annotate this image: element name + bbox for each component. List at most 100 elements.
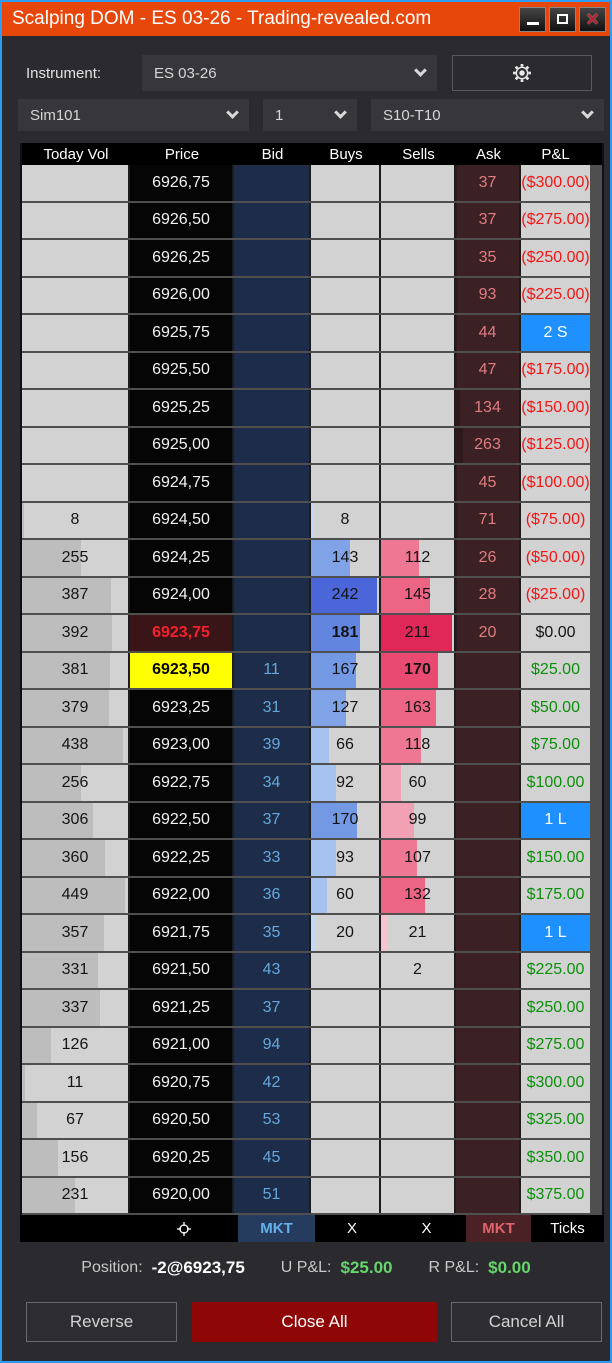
buys-cell[interactable]: 143: [311, 540, 381, 576]
sells-cell[interactable]: [381, 240, 456, 276]
buys-cell[interactable]: [311, 1177, 381, 1213]
sells-cell[interactable]: 112: [381, 540, 456, 576]
buys-cell[interactable]: [311, 240, 381, 276]
account-select[interactable]: Sim101: [18, 99, 249, 131]
buys-cell[interactable]: 167: [311, 652, 381, 688]
bid-cell[interactable]: [234, 577, 311, 613]
ask-cell[interactable]: [456, 802, 521, 838]
buys-cell[interactable]: [311, 277, 381, 313]
quantity-select[interactable]: 1: [263, 99, 357, 131]
buys-cell[interactable]: 127: [311, 690, 381, 726]
sells-cell[interactable]: [381, 1027, 456, 1063]
center-ladder-button[interactable]: [132, 1215, 236, 1242]
ask-cell[interactable]: [456, 727, 521, 763]
buys-cell[interactable]: 93: [311, 840, 381, 876]
ask-cell[interactable]: [456, 1065, 521, 1101]
ask-cell[interactable]: [456, 690, 521, 726]
ask-cell[interactable]: [456, 1102, 521, 1138]
ask-cell[interactable]: [456, 652, 521, 688]
ask-cell[interactable]: 47: [456, 352, 521, 388]
sells-cell[interactable]: [381, 165, 456, 201]
reverse-button[interactable]: Reverse: [26, 1302, 177, 1342]
bid-cell[interactable]: 35: [234, 915, 311, 951]
ask-cell[interactable]: 35: [456, 240, 521, 276]
buys-cell[interactable]: 170: [311, 802, 381, 838]
buys-cell[interactable]: 181: [311, 615, 381, 651]
ask-cell[interactable]: 37: [456, 165, 521, 201]
bid-cell[interactable]: [234, 615, 311, 651]
sells-cell[interactable]: [381, 277, 456, 313]
bid-cell[interactable]: [234, 165, 311, 201]
buy-market-button[interactable]: MKT: [238, 1215, 315, 1242]
sells-cell[interactable]: [381, 315, 456, 351]
bid-cell[interactable]: [234, 240, 311, 276]
sells-cell[interactable]: [381, 427, 456, 463]
close-all-button[interactable]: Close All: [192, 1302, 437, 1342]
bid-cell[interactable]: 37: [234, 802, 311, 838]
bid-cell[interactable]: [234, 390, 311, 426]
buys-cell[interactable]: [311, 1140, 381, 1176]
strategy-select[interactable]: S10-T10: [371, 99, 604, 131]
buys-cell[interactable]: [311, 315, 381, 351]
minimize-button[interactable]: [519, 6, 546, 32]
ask-cell[interactable]: 263: [456, 427, 521, 463]
sells-cell[interactable]: [381, 390, 456, 426]
bid-cell[interactable]: 31: [234, 690, 311, 726]
sells-cell[interactable]: [381, 352, 456, 388]
ask-cell[interactable]: [456, 1027, 521, 1063]
bid-cell[interactable]: 11: [234, 652, 311, 688]
bid-cell[interactable]: 45: [234, 1140, 311, 1176]
buys-cell[interactable]: [311, 165, 381, 201]
sells-cell[interactable]: [381, 990, 456, 1026]
ask-cell[interactable]: 93: [456, 277, 521, 313]
buys-cell[interactable]: [311, 352, 381, 388]
sells-cell[interactable]: 211: [381, 615, 456, 651]
settings-button[interactable]: [452, 55, 592, 91]
ask-cell[interactable]: [456, 765, 521, 801]
ask-cell[interactable]: [456, 877, 521, 913]
sells-cell[interactable]: 170: [381, 652, 456, 688]
maximize-button[interactable]: [549, 6, 576, 32]
buys-cell[interactable]: [311, 1065, 381, 1101]
bid-cell[interactable]: [234, 352, 311, 388]
ask-cell[interactable]: [456, 915, 521, 951]
sells-cell[interactable]: 163: [381, 690, 456, 726]
buys-cell[interactable]: [311, 465, 381, 501]
sells-cell[interactable]: 118: [381, 727, 456, 763]
bid-cell[interactable]: 36: [234, 877, 311, 913]
bid-cell[interactable]: [234, 315, 311, 351]
bid-cell[interactable]: [234, 465, 311, 501]
sells-cell[interactable]: 107: [381, 840, 456, 876]
bid-cell[interactable]: 94: [234, 1027, 311, 1063]
order-marker-cell[interactable]: 1 L: [521, 915, 590, 951]
order-marker-cell[interactable]: 2 S: [521, 315, 590, 351]
buys-cell[interactable]: 60: [311, 877, 381, 913]
close-button[interactable]: ×: [579, 6, 606, 32]
bid-cell[interactable]: 37: [234, 990, 311, 1026]
ask-cell[interactable]: 26: [456, 540, 521, 576]
ask-cell[interactable]: [456, 840, 521, 876]
buys-cell[interactable]: [311, 990, 381, 1026]
ask-cell[interactable]: 45: [456, 465, 521, 501]
bid-cell[interactable]: 34: [234, 765, 311, 801]
buys-cell[interactable]: [311, 427, 381, 463]
buys-cell[interactable]: [311, 1102, 381, 1138]
ask-cell[interactable]: 71: [456, 502, 521, 538]
buys-cell[interactable]: 242: [311, 577, 381, 613]
cancel-sells-button[interactable]: X: [421, 1220, 432, 1237]
sells-cell[interactable]: [381, 1177, 456, 1213]
sells-cell[interactable]: 21: [381, 915, 456, 951]
ask-cell[interactable]: 37: [456, 202, 521, 238]
bid-cell[interactable]: [234, 502, 311, 538]
bid-cell[interactable]: [234, 540, 311, 576]
bid-cell[interactable]: [234, 277, 311, 313]
bid-cell[interactable]: 51: [234, 1177, 311, 1213]
bid-cell[interactable]: [234, 202, 311, 238]
ask-cell[interactable]: [456, 1140, 521, 1176]
sells-cell[interactable]: 145: [381, 577, 456, 613]
bid-cell[interactable]: 53: [234, 1102, 311, 1138]
buys-cell[interactable]: 20: [311, 915, 381, 951]
bid-cell[interactable]: [234, 427, 311, 463]
buys-cell[interactable]: [311, 952, 381, 988]
buys-cell[interactable]: 92: [311, 765, 381, 801]
